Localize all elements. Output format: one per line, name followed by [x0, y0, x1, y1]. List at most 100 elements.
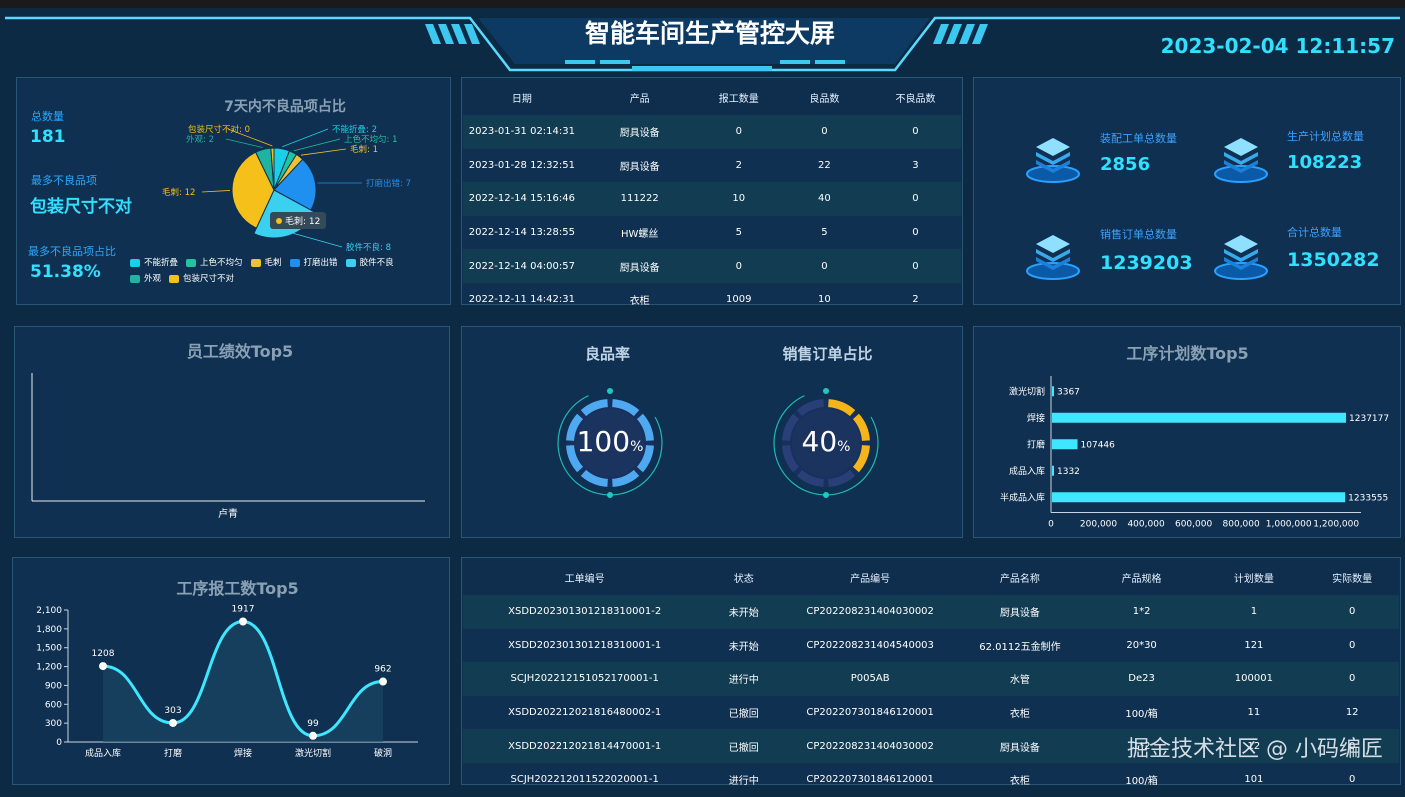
report-cell: 厨具设备: [619, 161, 660, 173]
stat-value: 108223: [1287, 152, 1363, 173]
bar-value-label: 1332: [1057, 467, 1080, 477]
bar-x-tick: 600,000: [1175, 520, 1212, 530]
gauge-segment: [612, 399, 640, 417]
pie-slice-label: 外观: 2: [186, 134, 214, 145]
gauge-segment: [566, 413, 584, 441]
table-row[interactable]: XSDD202301301218310001-2 未开始 CP20220823140…: [463, 595, 1399, 629]
order-cell: 进行中: [706, 662, 782, 696]
gauge-segment: [852, 445, 870, 473]
report-cell: 10: [818, 294, 831, 306]
legend-item[interactable]: 上色不均匀: [186, 256, 243, 268]
stat-label: 合计总数量: [1287, 226, 1342, 239]
gauge-segment: [796, 469, 824, 487]
table-row[interactable]: XSDD202212021814470001-1 已撤回 CP20220823140…: [463, 729, 1399, 763]
order-cell: XSDD202212021816480002-1: [508, 707, 662, 719]
table-row[interactable]: SCJH202212151052170001-1 进行中 P005AB 水管 De23 1…: [463, 662, 1399, 696]
line-point[interactable]: [309, 731, 317, 740]
report-cell: 3: [912, 159, 919, 171]
order-cell: 1*2: [1080, 729, 1203, 763]
stat-label: 生产计划总数量: [1287, 130, 1364, 143]
gauge-segment: [580, 469, 608, 487]
bar-category-label: 成品入库: [1009, 465, 1045, 477]
header-frame: [0, 0, 1405, 72]
bar[interactable]: [1052, 412, 1347, 423]
line-value-label: 99: [307, 719, 319, 729]
legend-item[interactable]: 胶件不良: [345, 256, 394, 268]
gauge-segment: [828, 469, 856, 487]
process-plan-title: 工序计划数Top5: [1126, 344, 1249, 363]
bar[interactable]: [1052, 386, 1054, 397]
pie-slice-label: 毛刺: 12: [162, 187, 195, 198]
order-header-cell: 状态: [733, 573, 754, 585]
report-cell: 40: [778, 182, 870, 216]
table-row[interactable]: 2023-01-31 02:14:31 厨具设备 0 0 0: [463, 115, 961, 149]
legend-item[interactable]: 不能折叠: [130, 256, 178, 268]
line-point[interactable]: [239, 617, 247, 626]
line-point[interactable]: [379, 677, 387, 686]
bar[interactable]: [1052, 439, 1078, 450]
order-cell: XSDD202301301218310001-1: [508, 639, 662, 651]
table-row[interactable]: XSDD202301301218310001-1 未开始 CP20220823140…: [463, 629, 1399, 663]
line-category-label: 激光切割: [295, 747, 331, 759]
legend-item[interactable]: 外观: [130, 272, 161, 284]
order-cell: 0: [1348, 774, 1356, 786]
report-cell: 111222: [580, 182, 699, 216]
gauge-segment: [782, 445, 800, 473]
legend-item[interactable]: 包装尺寸不对: [169, 272, 234, 284]
gauge-segment: [796, 399, 824, 417]
pie-slice-label: 上色不均匀: 1: [344, 134, 397, 145]
order-cell: 11: [1247, 707, 1261, 719]
total-label: 总数量: [31, 110, 64, 123]
legend-item[interactable]: 毛刺: [250, 256, 282, 268]
order-cell: 已撤回: [706, 729, 782, 763]
order-header-row: 工单编号 状态 产品编号 产品名称 产品规格 计划数量 实际数量: [463, 559, 1399, 595]
order-cell: 厨具设备: [959, 729, 1081, 763]
report-cell: 2023-01-31 02:14:31: [463, 115, 581, 149]
bar[interactable]: [1052, 492, 1346, 503]
pie-slice-label: 打磨出错: 7: [366, 178, 411, 189]
ratio-label: 最多不良品项占比: [28, 245, 116, 258]
order-table: 工单编号 状态 产品编号 产品名称 产品规格 计划数量 实际数量 XSDD2023013012…: [463, 559, 1399, 797]
pie-slice[interactable]: [273, 158, 317, 211]
sales-value: 40: [801, 425, 838, 458]
legend-label: 打磨出错: [303, 258, 338, 268]
line-point[interactable]: [99, 662, 107, 671]
stat-value: 2856: [1100, 154, 1151, 175]
line-y-tick: 2,100: [36, 606, 62, 616]
order-cell: CP202208231404030002: [781, 729, 960, 763]
order-cell: CP202207301846120001: [806, 707, 934, 719]
table-row[interactable]: 2022-12-14 15:16:46 111222 10 40 0: [463, 182, 961, 216]
legend-item[interactable]: 打磨出错: [289, 256, 338, 268]
pie-slice-label: 胶件不良: 8: [346, 242, 391, 253]
order-cell: CP202208231404030002: [781, 595, 960, 629]
pie-slice[interactable]: [270, 147, 275, 191]
line-y-tick: 300: [45, 719, 62, 729]
table-row[interactable]: XSDD202212021816480002-1 已撤回 CP20220730184…: [463, 696, 1399, 730]
line-point[interactable]: [169, 718, 177, 727]
table-row[interactable]: 2022-12-11 14:42:31 衣柜 1009 10 2: [463, 283, 961, 317]
bar[interactable]: [1052, 465, 1054, 476]
bar-x-tick: 200,000: [1080, 520, 1117, 530]
legend-swatch: [345, 258, 356, 267]
pie-legend: 不能折叠 上色不均匀 毛刺 打磨出错 胶件不良外观 包装尺寸不对: [130, 256, 430, 288]
gauge-segment: [636, 445, 654, 473]
pie-slice[interactable]: [231, 151, 275, 229]
legend-swatch: [250, 258, 261, 267]
table-row[interactable]: 2022-12-14 13:28:55 HW螺丝 5 5 0: [463, 216, 961, 250]
report-cell: 衣柜: [629, 296, 650, 308]
line-y-tick: 1,500: [36, 644, 62, 654]
sales-unit: %: [837, 439, 851, 455]
order-cell: SCJH202212151052170001-1: [463, 662, 707, 696]
line-value-label: 962: [374, 665, 391, 675]
report-cell: 0: [698, 115, 779, 149]
report-header-row: 日期 产品 报工数量 良品数 不良品数: [463, 79, 961, 115]
table-row[interactable]: SCJH202212011522020001-1 进行中 CP20220730184…: [463, 763, 1399, 797]
gauge-segment: [580, 399, 608, 417]
table-row[interactable]: 2023-01-28 12:32:51 厨具设备 2 22 3: [463, 149, 961, 183]
legend-label: 胶件不良: [359, 258, 394, 268]
table-row[interactable]: 2022-12-14 04:00:57 厨具设备 0 0 0: [463, 249, 961, 283]
line-category-label: 破洞: [374, 747, 392, 759]
stack-icon: [1214, 235, 1268, 280]
order-header-cell: 产品名称: [999, 573, 1040, 585]
report-cell: 22: [818, 159, 831, 171]
